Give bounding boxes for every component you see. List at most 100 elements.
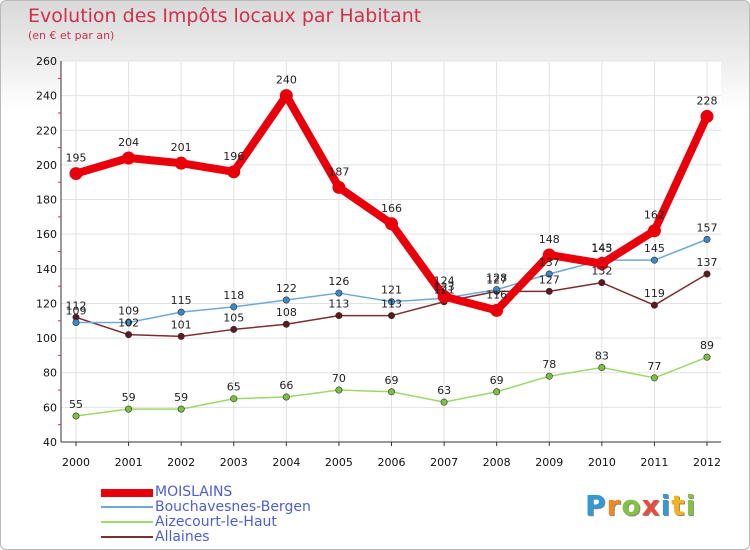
point-bouchavesnes-bergen-2006: [387, 298, 395, 306]
data-label-moislains-2006: 166: [381, 202, 402, 215]
x-tick-label: 2003: [220, 456, 248, 469]
point-bouchavesnes-bergen-2000: [72, 319, 80, 327]
x-tick-label: 2008: [483, 456, 511, 469]
y-tick-label: 120: [36, 297, 57, 310]
legend-swatch-aizecourt-le-haut: [101, 521, 153, 523]
data-label-bouchavesnes-bergen-2010: 145: [591, 242, 612, 255]
data-label-moislains-2003: 196: [223, 150, 244, 163]
data-label-aizecourt-le-haut-2011: 77: [647, 360, 661, 373]
proxiti-logo: Proxiti: [585, 489, 696, 522]
point-moislains-2000: [69, 167, 83, 181]
x-tick-label: 2012: [693, 456, 721, 469]
point-aizecourt-le-haut-2004: [282, 393, 290, 401]
y-tick-label: 240: [36, 90, 57, 103]
point-aizecourt-le-haut-2003: [230, 395, 238, 403]
x-tick-label: 2009: [535, 456, 563, 469]
point-aizecourt-le-haut-2009: [545, 372, 553, 380]
point-allaines-2006: [387, 312, 395, 320]
data-label-moislains-2001: 204: [118, 136, 139, 149]
point-moislains-2012: [700, 109, 714, 123]
point-aizecourt-le-haut-2002: [177, 405, 185, 413]
data-label-aizecourt-le-haut-2008: 69: [490, 374, 504, 387]
data-label-moislains-2007: 124: [434, 275, 455, 288]
x-tick-label: 2006: [378, 456, 406, 469]
data-label-moislains-2000: 195: [66, 152, 87, 165]
data-label-bouchavesnes-bergen-2011: 145: [644, 242, 665, 255]
data-label-bouchavesnes-bergen-2009: 137: [539, 256, 560, 269]
y-tick-label: 160: [36, 228, 57, 241]
point-aizecourt-le-haut-2000: [72, 412, 80, 420]
point-allaines-2009: [545, 287, 553, 295]
point-moislains-2007: [437, 290, 451, 304]
point-bouchavesnes-bergen-2002: [177, 308, 185, 316]
data-label-allaines-2001: 102: [118, 317, 139, 330]
point-allaines-2003: [230, 325, 238, 333]
data-label-allaines-2006: 113: [381, 298, 402, 311]
y-tick-label: 180: [36, 194, 57, 207]
point-aizecourt-le-haut-2001: [125, 405, 133, 413]
point-bouchavesnes-bergen-2011: [650, 256, 658, 264]
y-tick-label: 260: [36, 55, 57, 68]
point-allaines-2002: [177, 332, 185, 340]
point-aizecourt-le-haut-2007: [440, 398, 448, 406]
legend-label-moislains: MOISLAINS: [155, 484, 233, 500]
point-bouchavesnes-bergen-2004: [282, 296, 290, 304]
point-allaines-2012: [703, 270, 711, 278]
data-labels: 55 59 59 65 66 70 69 63 69 78 83 77 89 112 102 101 105 10…: [66, 74, 718, 411]
data-label-bouchavesnes-bergen-2008: 128: [486, 272, 507, 285]
data-label-aizecourt-le-haut-2000: 55: [69, 398, 83, 411]
data-label-allaines-2000: 112: [66, 299, 87, 312]
data-label-aizecourt-le-haut-2005: 70: [332, 372, 346, 385]
x-tick-label: 2007: [430, 456, 458, 469]
data-label-moislains-2008: 116: [486, 288, 507, 301]
point-allaines-2001: [125, 331, 133, 339]
logo-letter: i: [685, 489, 697, 522]
y-tick-label: 100: [36, 332, 57, 345]
data-label-allaines-2012: 137: [697, 256, 718, 269]
data-label-moislains-2005: 187: [328, 165, 349, 178]
point-moislains-2006: [385, 217, 398, 231]
x-tick-label: 2002: [167, 456, 195, 469]
y-tick-label: 220: [36, 124, 57, 137]
point-bouchavesnes-bergen-2012: [703, 235, 711, 243]
point-allaines-2011: [650, 301, 658, 309]
data-label-aizecourt-le-haut-2009: 78: [542, 358, 556, 371]
data-label-aizecourt-le-haut-2003: 65: [227, 381, 241, 394]
logo-letter: i: [660, 489, 672, 522]
logo-letter: P: [585, 489, 607, 522]
point-aizecourt-le-haut-2010: [598, 364, 606, 372]
x-tick-label: 2000: [62, 456, 90, 469]
data-label-allaines-2004: 108: [276, 306, 297, 319]
point-bouchavesnes-bergen-2003: [230, 303, 238, 311]
point-moislains-2005: [332, 180, 346, 194]
data-label-allaines-2010: 132: [591, 265, 612, 278]
point-moislains-2002: [174, 156, 188, 170]
data-label-bouchavesnes-bergen-2012: 157: [697, 221, 718, 234]
logo-letter: t: [671, 489, 686, 522]
point-allaines-2010: [598, 279, 606, 287]
point-moislains-2003: [227, 165, 241, 179]
data-label-aizecourt-le-haut-2006: 69: [385, 374, 399, 387]
data-label-moislains-2010: 143: [591, 242, 612, 255]
data-label-bouchavesnes-bergen-2007: 123: [434, 280, 455, 293]
data-label-bouchavesnes-bergen-2001: 109: [118, 305, 139, 318]
legend-swatch-bouchavesnes-bergen: [101, 506, 153, 508]
point-aizecourt-le-haut-2006: [387, 388, 395, 396]
data-label-bouchavesnes-bergen-2000: 109: [66, 305, 87, 318]
data-label-allaines-2008: 127: [486, 273, 507, 286]
series: [69, 89, 714, 420]
y-tick-label: 80: [43, 367, 57, 380]
legend-swatch-allaines: [101, 536, 153, 538]
x-tick-label: 2001: [115, 456, 143, 469]
point-bouchavesnes-bergen-2008: [493, 286, 501, 294]
logo-letter: x: [641, 489, 661, 522]
y-tick-label: 140: [36, 263, 57, 276]
data-label-aizecourt-le-haut-2002: 59: [174, 391, 188, 404]
grid: [61, 60, 721, 443]
chart-title: Evolution des Impôts locaux par Habitant: [28, 5, 422, 27]
point-moislains-2004: [279, 89, 293, 103]
data-label-aizecourt-le-haut-2010: 83: [595, 350, 609, 363]
point-moislains-2008: [490, 303, 504, 317]
data-label-bouchavesnes-bergen-2006: 121: [381, 284, 402, 297]
